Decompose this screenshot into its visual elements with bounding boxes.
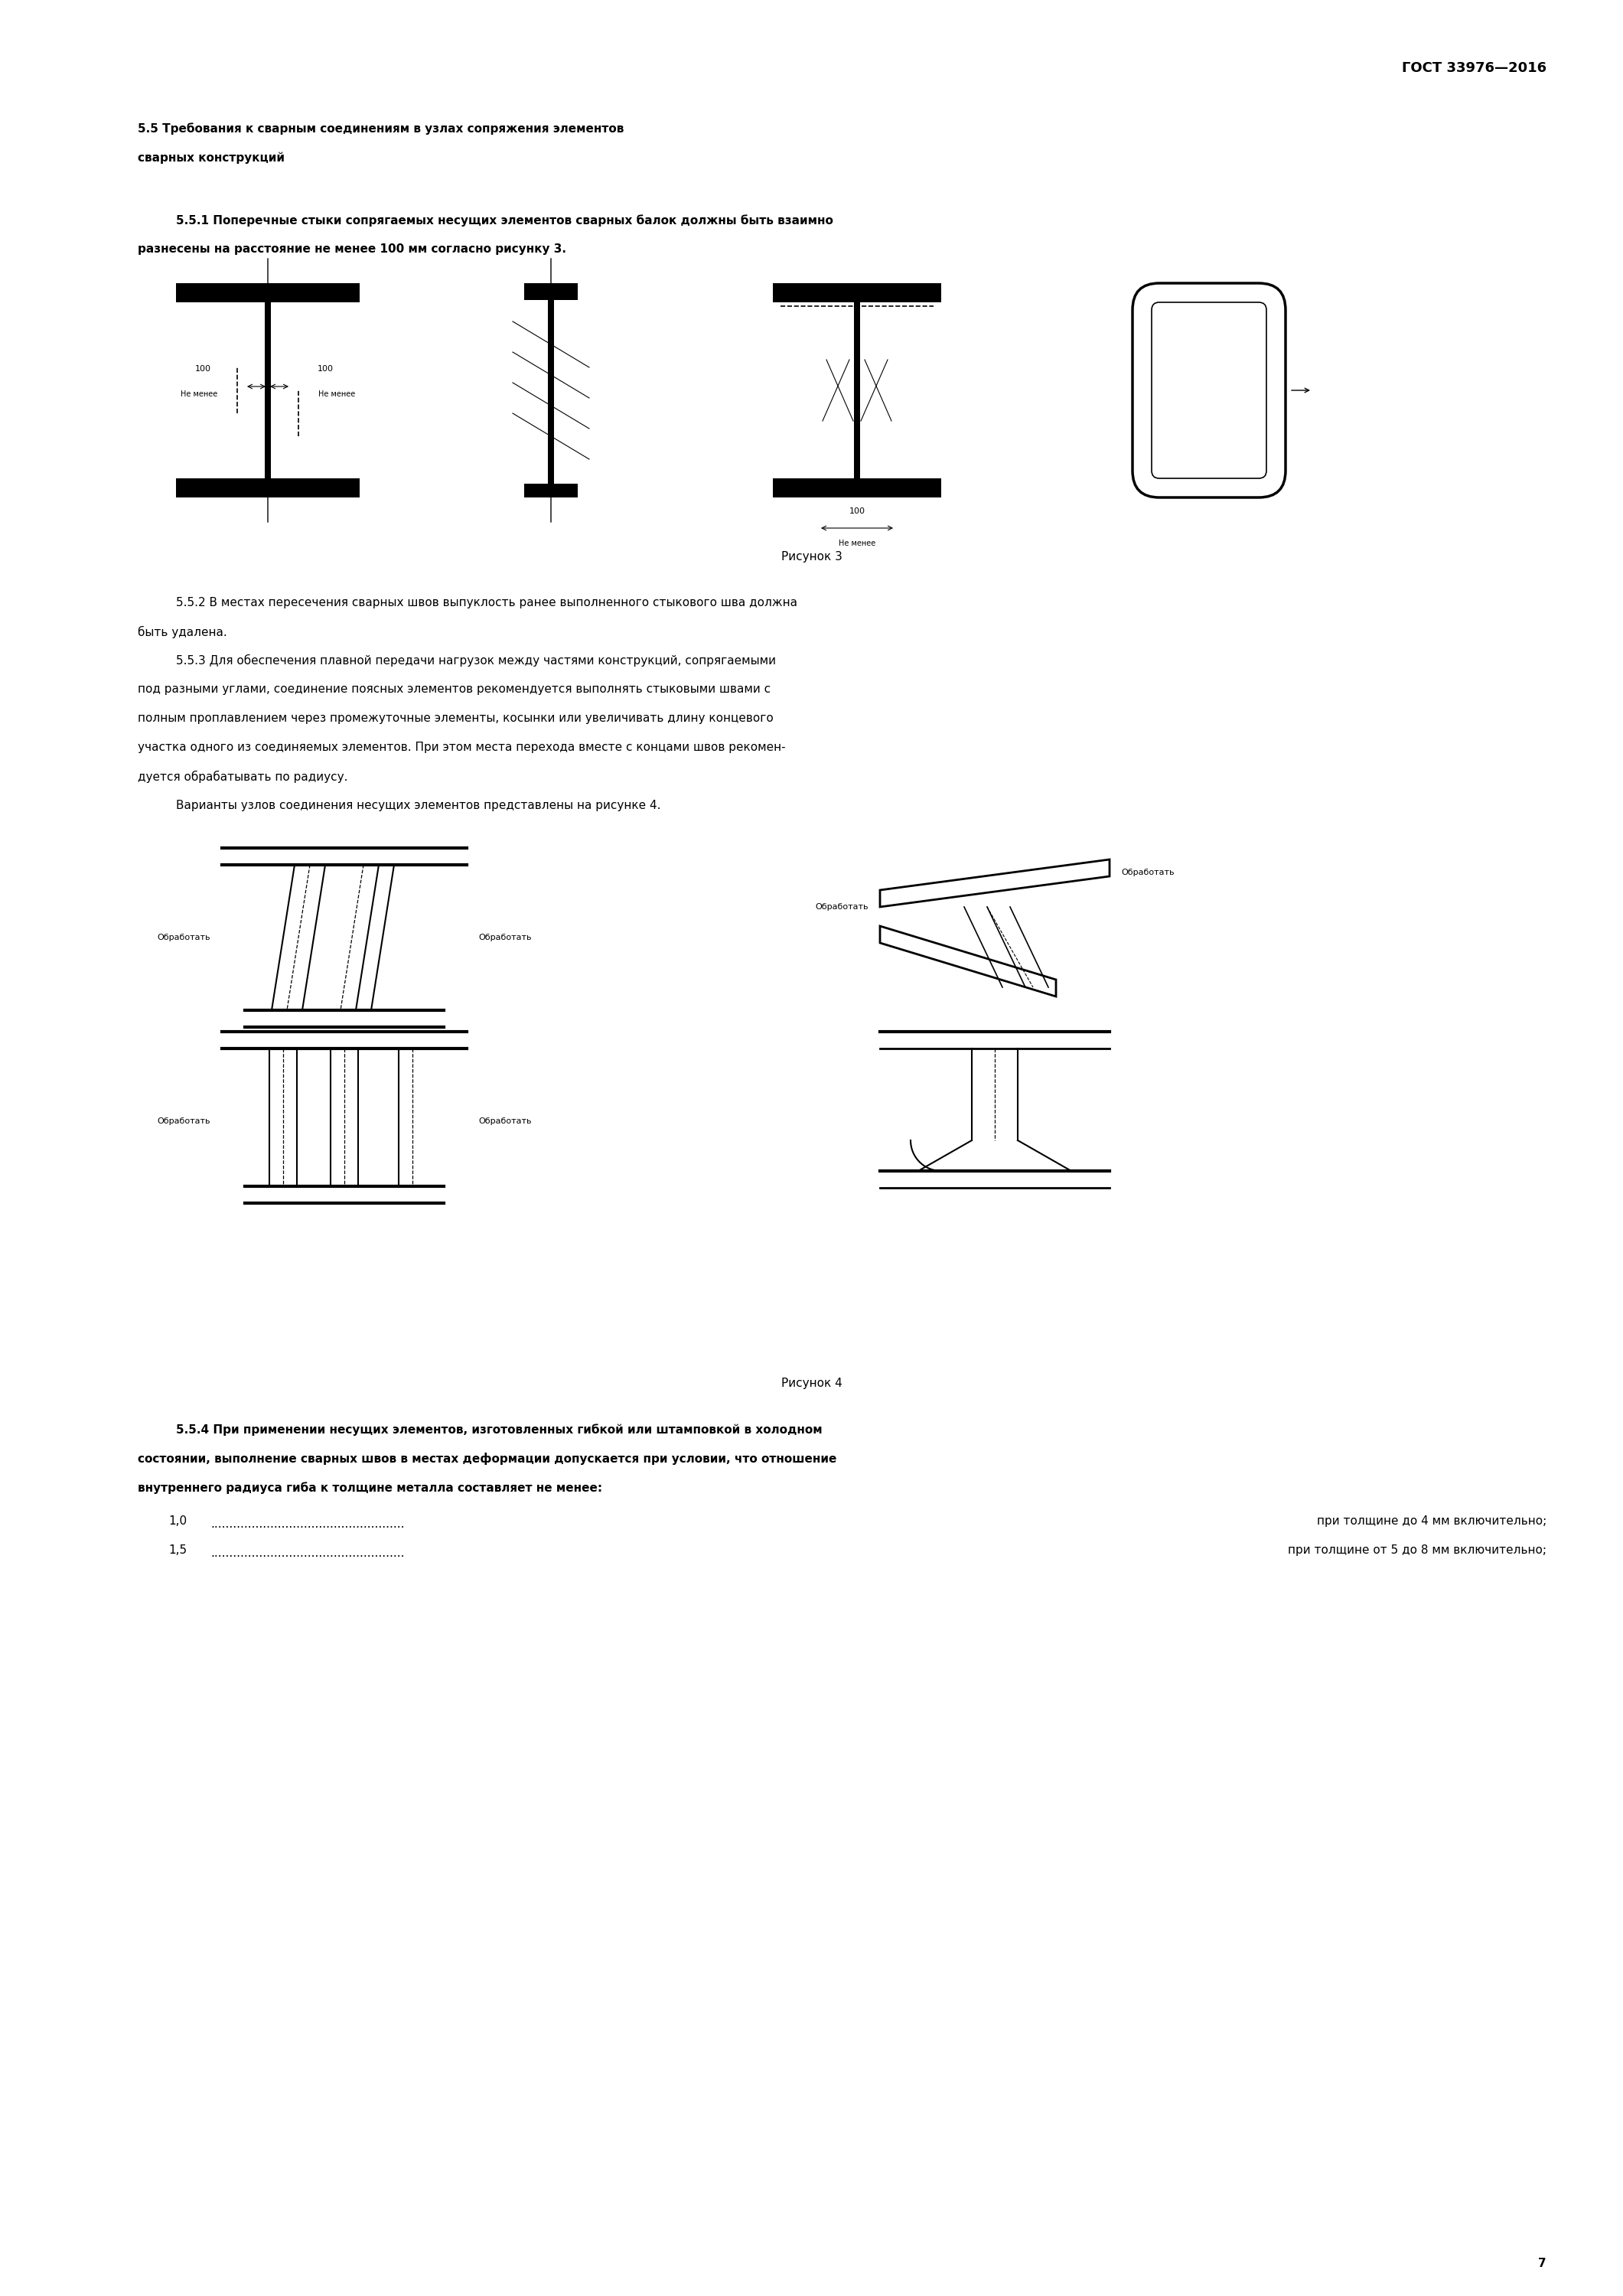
Text: 5.5.2 В местах пересечения сварных швов выпуклость ранее выполненного стыкового : 5.5.2 В местах пересечения сварных швов …: [175, 597, 797, 608]
FancyBboxPatch shape: [1133, 282, 1285, 498]
Text: 1,5: 1,5: [169, 1545, 187, 1557]
Text: участка одного из соединяемых элементов. При этом места перехода вместе с концам: участка одного из соединяемых элементов.…: [138, 742, 786, 753]
Text: Рисунок 4: Рисунок 4: [781, 1378, 842, 1389]
Polygon shape: [880, 859, 1110, 907]
Text: Обработать: Обработать: [157, 934, 211, 941]
Text: разнесены на расстояние не менее 100 мм согласно рисунку 3.: разнесены на расстояние не менее 100 мм …: [138, 243, 566, 255]
Text: 5.5.3 Для обеспечения плавной передачи нагрузок между частями конструкций, сопря: 5.5.3 Для обеспечения плавной передачи н…: [175, 654, 776, 666]
Text: под разными углами, соединение поясных элементов рекомендуется выполнять стыковы: под разными углами, соединение поясных э…: [138, 684, 771, 696]
Text: ....................................................: ........................................…: [211, 1548, 404, 1559]
Text: Обработать: Обработать: [157, 1118, 211, 1125]
Text: 5.5 Требования к сварным соединениям в узлах сопряжения элементов: 5.5 Требования к сварным соединениям в у…: [138, 122, 623, 135]
Text: Варианты узлов соединения несущих элементов представлены на рисунке 4.: Варианты узлов соединения несущих элемен…: [175, 799, 661, 810]
Bar: [854, 303, 860, 478]
Text: Рисунок 3: Рисунок 3: [781, 551, 842, 563]
Bar: [524, 282, 578, 301]
Text: Не менее: Не менее: [180, 390, 217, 397]
Bar: [773, 478, 941, 498]
Text: ....................................................: ........................................…: [211, 1518, 404, 1529]
Bar: [773, 282, 941, 303]
Text: 100: 100: [195, 365, 211, 372]
Text: сварных конструкций: сварных конструкций: [138, 152, 284, 163]
Bar: [524, 484, 578, 498]
Bar: [265, 303, 271, 478]
Text: при толщине до 4 мм включительно;: при толщине до 4 мм включительно;: [1316, 1515, 1547, 1527]
Text: Обработать: Обработать: [815, 902, 868, 912]
Text: 7: 7: [1539, 2257, 1547, 2268]
Text: Обработать: Обработать: [479, 934, 531, 941]
Text: состоянии, выполнение сварных швов в местах деформации допускается при условии, : состоянии, выполнение сварных швов в мес…: [138, 1453, 836, 1465]
Text: 100: 100: [849, 507, 865, 514]
Text: ГОСТ 33976—2016: ГОСТ 33976—2016: [1402, 62, 1547, 76]
Text: 5.5.1 Поперечные стыки сопрягаемых несущих элементов сварных балок должны быть в: 5.5.1 Поперечные стыки сопрягаемых несущ…: [175, 214, 833, 227]
Text: Обработать: Обработать: [479, 1118, 531, 1125]
Text: внутреннего радиуса гиба к толщине металла составляет не менее:: внутреннего радиуса гиба к толщине метал…: [138, 1481, 602, 1495]
Text: Не менее: Не менее: [318, 390, 355, 397]
Text: при толщине от 5 до 8 мм включительно;: при толщине от 5 до 8 мм включительно;: [1287, 1545, 1547, 1557]
Text: полным проплавлением через промежуточные элементы, косынки или увеличивать длину: полным проплавлением через промежуточные…: [138, 712, 774, 723]
Text: 5.5.4 При применении несущих элементов, изготовленных гибкой или штамповкой в хо: 5.5.4 При применении несущих элементов, …: [175, 1424, 823, 1435]
Text: дуется обрабатывать по радиусу.: дуется обрабатывать по радиусу.: [138, 771, 347, 783]
Text: Не менее: Не менее: [839, 540, 875, 546]
Text: Обработать: Обработать: [1121, 868, 1173, 877]
Text: 100: 100: [316, 365, 333, 372]
Bar: [549, 301, 553, 484]
Text: быть удалена.: быть удалена.: [138, 627, 227, 638]
Polygon shape: [880, 925, 1057, 996]
Text: 1,0: 1,0: [169, 1515, 187, 1527]
FancyBboxPatch shape: [1152, 303, 1266, 478]
Bar: [175, 478, 360, 498]
Bar: [175, 282, 360, 303]
